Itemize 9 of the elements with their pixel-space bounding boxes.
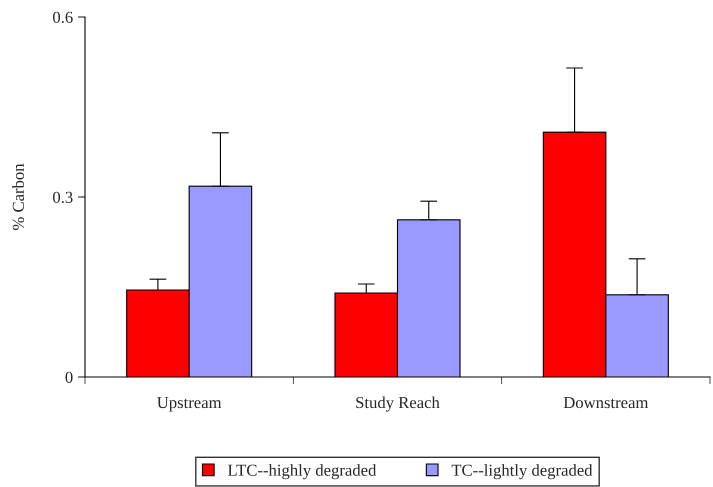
legend-label: TC--lightly degraded <box>452 464 592 480</box>
y-tick-label: 0 <box>65 372 73 383</box>
y-tick-label: 0.6 <box>52 12 73 24</box>
x-tick-label: Upstream <box>157 397 222 412</box>
y-axis-title: % Carbon <box>12 164 24 230</box>
x-tick-label: Study Reach <box>356 396 440 412</box>
x-tick-label: Downstream <box>564 397 648 408</box>
y-tick-label: 0.3 <box>52 192 73 204</box>
legend-label: LTC--highly degraded <box>228 464 376 480</box>
